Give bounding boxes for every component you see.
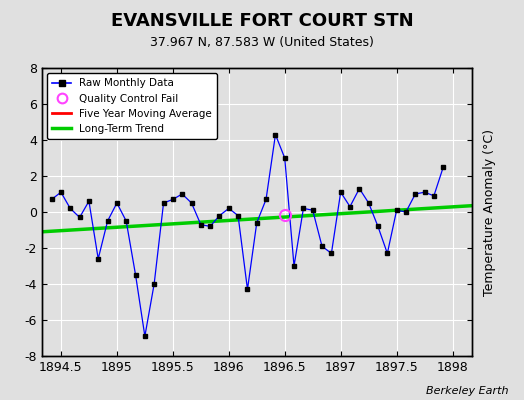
Text: EVANSVILLE FORT COURT STN: EVANSVILLE FORT COURT STN	[111, 12, 413, 30]
Text: Berkeley Earth: Berkeley Earth	[426, 386, 508, 396]
Text: 37.967 N, 87.583 W (United States): 37.967 N, 87.583 W (United States)	[150, 36, 374, 49]
Y-axis label: Temperature Anomaly (°C): Temperature Anomaly (°C)	[484, 128, 496, 296]
Legend: Raw Monthly Data, Quality Control Fail, Five Year Moving Average, Long-Term Tren: Raw Monthly Data, Quality Control Fail, …	[47, 73, 217, 139]
